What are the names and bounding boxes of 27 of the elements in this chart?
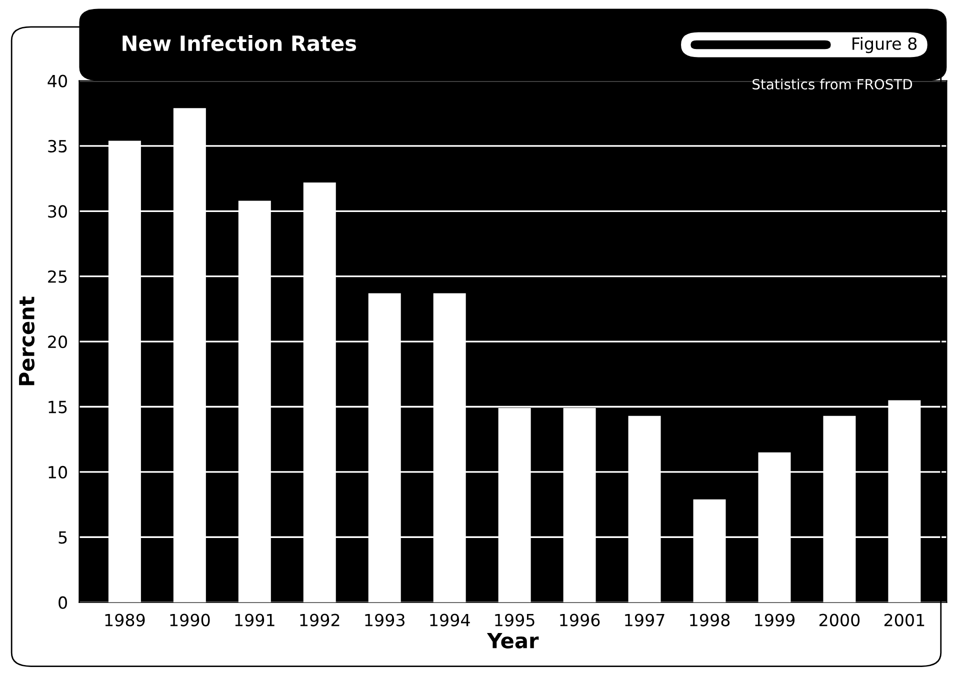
y-tick-label: 25 [48, 270, 67, 283]
x-tick-label: 1997 [625, 614, 664, 626]
x-tick-label: 1989 [105, 614, 145, 626]
chart-title: New Infection Rates [122, 35, 356, 52]
y-tick-label: 35 [48, 140, 67, 153]
x-tick-label: 1994 [430, 614, 470, 626]
y-tick-label: 5 [58, 531, 67, 544]
y-tick-label: 20 [48, 336, 67, 348]
y-tick-label: 40 [48, 74, 67, 88]
x-tick-label: 1996 [560, 614, 600, 626]
y-axis-title: Percent [19, 296, 35, 386]
y-tick-label: 15 [48, 400, 67, 414]
y-tick-label: 0 [58, 596, 67, 609]
y-tick-label: 10 [48, 466, 67, 479]
y-tick-label: 30 [48, 205, 67, 218]
annotation: Statistics from FROSTD [752, 78, 912, 90]
x-axis-title: Year [486, 632, 539, 648]
x-tick-label: 1995 [495, 614, 534, 626]
x-tick-label: 2001 [884, 614, 924, 626]
x-tick-label: 1999 [755, 614, 795, 626]
x-tick-label: 1998 [690, 614, 730, 626]
x-tick-label: 1990 [170, 614, 210, 626]
x-tick-label: 1991 [235, 614, 274, 626]
x-tick-label: 1992 [300, 614, 340, 626]
x-tick-label: 2000 [819, 614, 860, 626]
x-tick-label: 1993 [365, 614, 404, 626]
caption: Figure 8 [852, 37, 917, 54]
